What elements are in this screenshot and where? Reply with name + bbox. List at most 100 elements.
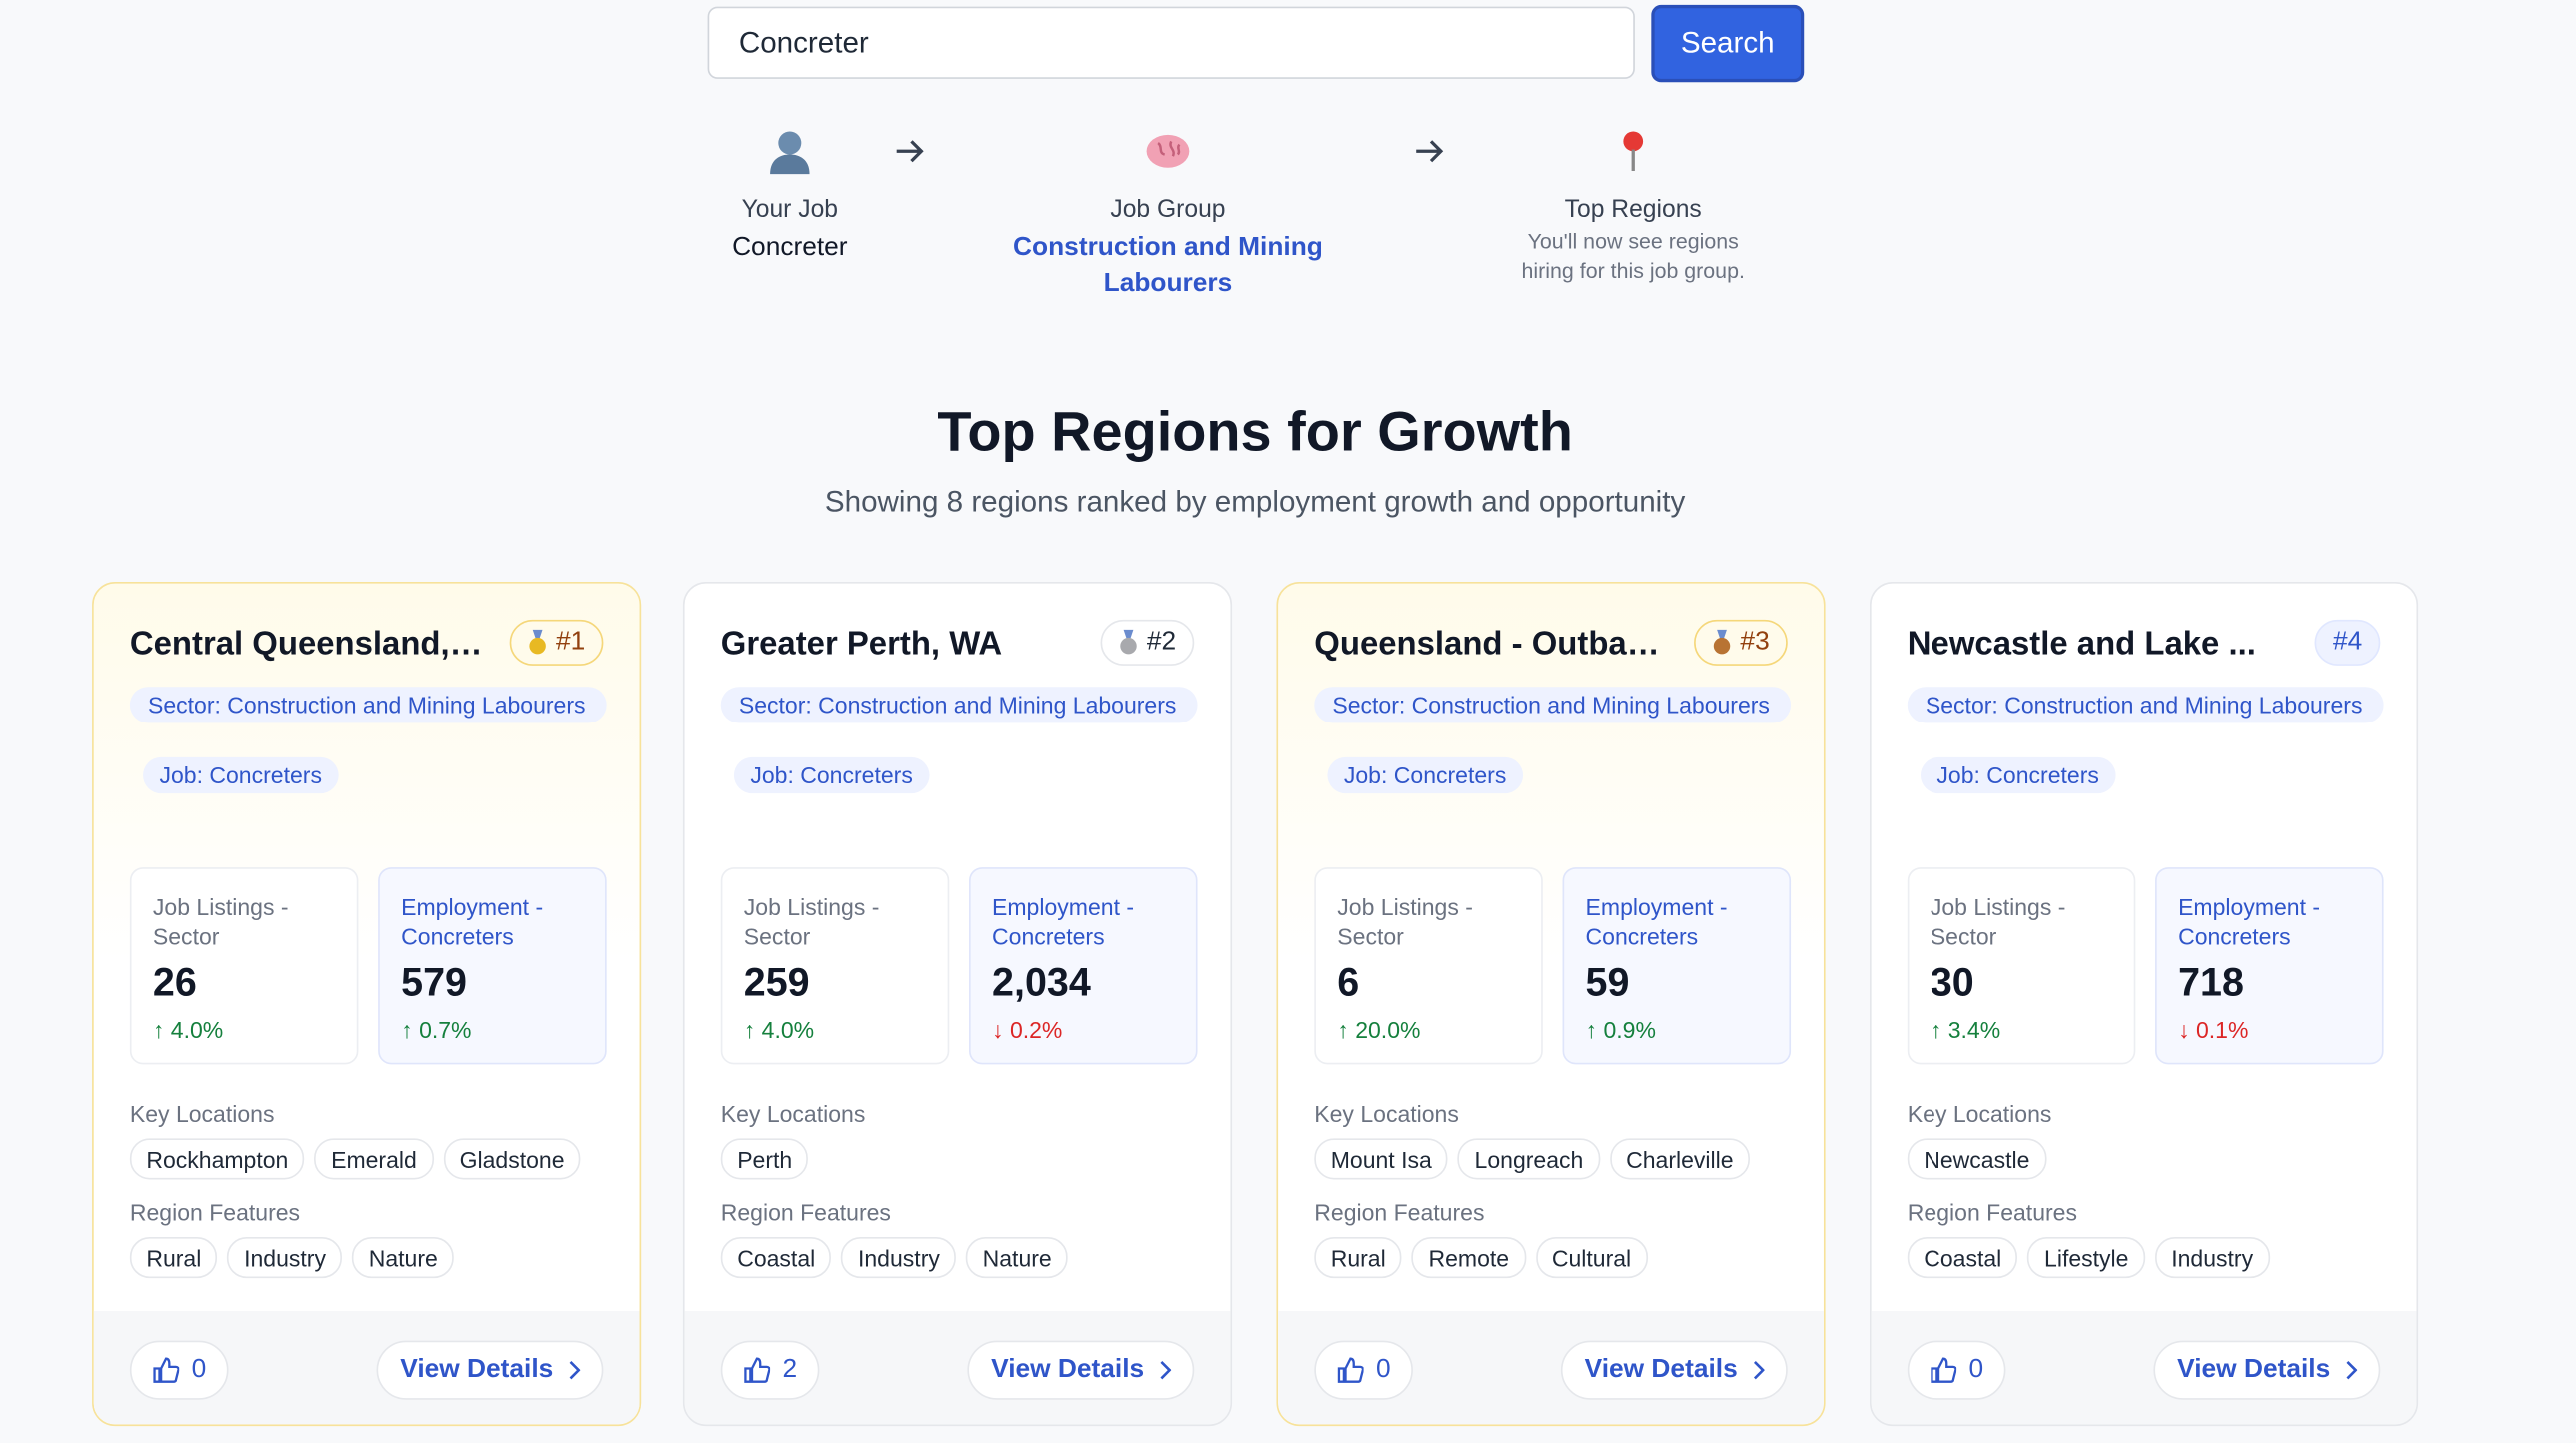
feature-chip: Nature (352, 1237, 455, 1279)
thumb-icon (743, 1357, 770, 1383)
stat-label: Job Listings - Sector (1337, 893, 1473, 950)
stat-value: 6 (1337, 960, 1360, 1006)
feature-chip: Industry (2154, 1237, 2270, 1279)
chevron-icon (568, 1361, 580, 1380)
feature-list: Rural Remote Cultural (1314, 1237, 1648, 1279)
stat-change: ↑ 4.0% (743, 1016, 815, 1044)
feature-list: Rural Industry Nature (129, 1237, 455, 1279)
section-label: Key Locations (1314, 1100, 1459, 1127)
stat-change: ↑ 20.0% (1337, 1016, 1421, 1044)
location-list: Mount Isa Longreach Charleville (1314, 1138, 1750, 1180)
region-card: Queensland - Outbac... #3 Sector: Construc… (1276, 582, 1826, 1427)
location-chip: Perth (720, 1138, 809, 1180)
arrow (1416, 140, 1444, 163)
thumb-icon (1930, 1357, 1956, 1383)
feature-chip: Industry (841, 1237, 957, 1279)
stat-change: ↑ 0.7% (401, 1016, 472, 1044)
card-title: Queensland - Outbac... (1314, 626, 1668, 663)
like-button-text: 2 (782, 1355, 798, 1384)
sector-tag: Sector: Construction and Mining Labourer… (1907, 687, 2384, 723)
stat-change: ↑ 4.0% (152, 1016, 224, 1044)
stat-label: Job Listings - Sector (152, 893, 289, 950)
rank-text: #1 (556, 628, 586, 656)
card-footer: 0 View Details (93, 1310, 640, 1425)
like-button[interactable]: 0 (129, 1340, 229, 1400)
view-details-button-text: View Details (991, 1355, 1145, 1384)
heading: Top Regions for Growth (937, 401, 1573, 464)
sector-tag: Sector: Construction and Mining Labourer… (129, 687, 607, 723)
step-label: Your Job (741, 195, 839, 224)
location-list: Rockhampton Emerald Gladstone (129, 1138, 581, 1180)
feature-chip: Coastal (720, 1237, 832, 1279)
location-list: Perth (720, 1138, 809, 1180)
step: Top Regions You'll now see regions hirin… (1436, 128, 1831, 286)
card-title: Central Queensland, ... (129, 626, 484, 663)
step-description: You'll now see regions hiring for this j… (1521, 228, 1745, 283)
search-button[interactable]: Search (1651, 4, 1805, 83)
pin-icon (1623, 131, 1644, 171)
location-chip: Mount Isa (1314, 1138, 1449, 1180)
job-tag: Job: Concreters (1327, 756, 1523, 794)
stat-value: 30 (1930, 960, 1974, 1006)
feature-chip: Lifestyle (2027, 1237, 2145, 1279)
sector-tag: Sector: Construction and Mining Labourer… (1314, 687, 1792, 723)
thumb-icon (152, 1357, 179, 1383)
medal-icon (529, 629, 547, 655)
stat-value: 26 (152, 960, 197, 1006)
location-chip: Charleville (1609, 1138, 1750, 1180)
view-details-button[interactable]: View Details (2153, 1340, 2381, 1400)
stat-change: ↑ 3.4% (1930, 1016, 2001, 1044)
view-details-button-text: View Details (1584, 1355, 1738, 1384)
feature-chip: Rural (129, 1237, 218, 1279)
like-button[interactable]: 0 (1314, 1340, 1413, 1400)
thumb-icon (1337, 1357, 1363, 1383)
stat-box: Job Listings - Sector 30 ↑ 3.4% (1907, 867, 2136, 1065)
card-title: Newcastle and Lake ... (1907, 626, 2256, 663)
medal-icon (1120, 629, 1138, 655)
view-details-button[interactable]: View Details (376, 1340, 604, 1400)
stat-value: 2,034 (992, 960, 1091, 1006)
region-card: Newcastle and Lake ... #4 Sector: Construc… (1869, 582, 2419, 1427)
step: Your Job Concreter (594, 128, 988, 266)
feature-chip: Coastal (1907, 1237, 2018, 1279)
section-label: Key Locations (1907, 1100, 2052, 1127)
stat-change: ↓ 0.1% (2178, 1016, 2249, 1044)
step-label: Job Group (1110, 195, 1226, 224)
feature-chip: Nature (966, 1237, 1069, 1279)
like-button-text: 0 (191, 1355, 207, 1384)
step-value: Concreter (732, 233, 848, 262)
rank-text: #2 (1146, 628, 1177, 656)
section-label: Region Features (1314, 1199, 1485, 1226)
stat-box: Employment - Concreters 718 ↓ 0.1% (2155, 867, 2384, 1065)
sector-tag: Sector: Construction and Mining Labourer… (720, 687, 1198, 723)
stat-box: Employment - Concreters 579 ↑ 0.7% (378, 867, 607, 1065)
rank-badge: #4 (2314, 619, 2381, 666)
view-details-button-text: View Details (400, 1355, 554, 1384)
brain-icon (1146, 134, 1190, 168)
like-button[interactable]: 2 (720, 1340, 820, 1400)
step-value: Construction and Mining Labourers (1013, 233, 1323, 298)
location-chip: Newcastle (1907, 1138, 2046, 1180)
stat-value: 59 (1585, 960, 1630, 1006)
like-button-text: 0 (1968, 1355, 1984, 1384)
chevron-icon (1159, 1361, 1171, 1380)
search-input[interactable]: Concreter (707, 6, 1635, 79)
chevron-icon (2345, 1361, 2357, 1380)
location-list: Newcastle (1907, 1138, 2046, 1180)
card-footer: 0 View Details (1278, 1310, 1824, 1425)
like-button[interactable]: 0 (1907, 1340, 2006, 1400)
region-card: Central Queensland, ... #1 Sector: Constru… (92, 582, 642, 1427)
like-button-text: 0 (1376, 1355, 1391, 1384)
stat-value: 718 (2178, 960, 2244, 1006)
location-chip: Emerald (314, 1138, 434, 1180)
view-details-button[interactable]: View Details (1560, 1340, 1788, 1400)
stat-box: Job Listings - Sector 259 ↑ 4.0% (720, 867, 950, 1065)
stat-box: Job Listings - Sector 26 ↑ 4.0% (129, 867, 359, 1065)
view-details-button[interactable]: View Details (967, 1340, 1195, 1400)
section-label: Region Features (1907, 1199, 2077, 1226)
feature-chip: Industry (227, 1237, 343, 1279)
stat-box: Employment - Concreters 59 ↑ 0.9% (1562, 867, 1792, 1065)
job-tag: Job: Concreters (1920, 756, 2116, 794)
location-chip: Rockhampton (129, 1138, 305, 1180)
